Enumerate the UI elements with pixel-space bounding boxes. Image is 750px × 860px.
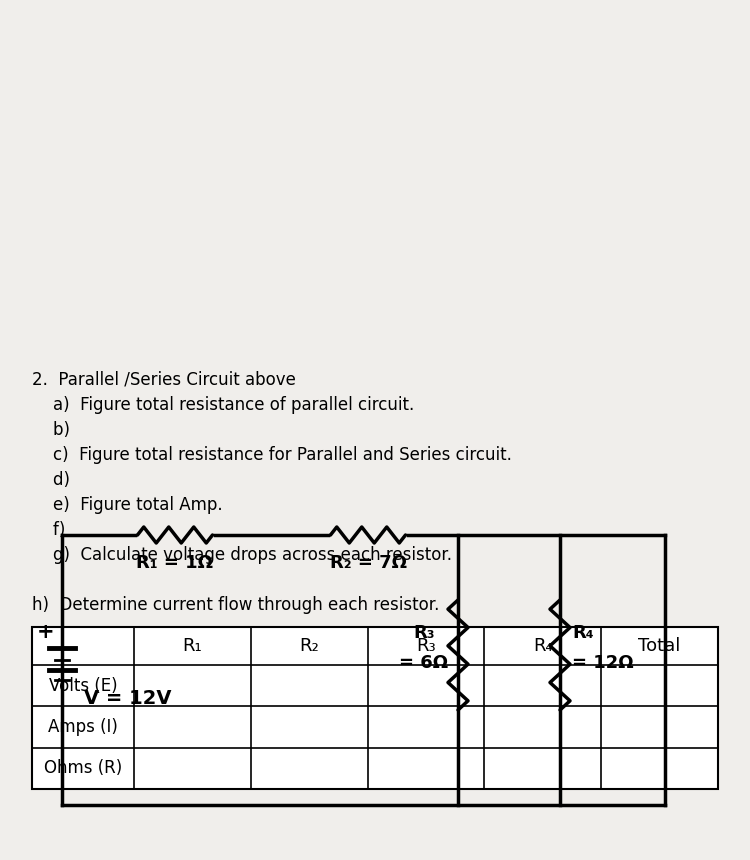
Text: Ohms (R): Ohms (R) (44, 759, 122, 777)
Text: f): f) (32, 521, 65, 539)
Text: h)  Determine current flow through each resistor.: h) Determine current flow through each r… (32, 596, 439, 614)
Text: R₃: R₃ (416, 637, 436, 655)
Text: e)  Figure total Amp.: e) Figure total Amp. (32, 496, 223, 514)
Text: = 12Ω: = 12Ω (572, 654, 634, 672)
Text: a)  Figure total resistance of parallel circuit.: a) Figure total resistance of parallel c… (32, 396, 414, 414)
Text: Volts (E): Volts (E) (49, 677, 117, 695)
Text: R₃: R₃ (413, 624, 435, 642)
Text: V = 12V: V = 12V (84, 689, 172, 708)
Text: d): d) (32, 471, 70, 489)
Text: Total: Total (638, 637, 681, 655)
Text: 2.  Parallel /Series Circuit above: 2. Parallel /Series Circuit above (32, 371, 296, 389)
Text: +: + (38, 622, 55, 642)
Text: b): b) (32, 421, 70, 439)
Text: g)  Calculate voltage drops across each resistor.: g) Calculate voltage drops across each r… (32, 546, 452, 564)
Text: R₂: R₂ (299, 637, 319, 655)
Text: R₁: R₁ (182, 637, 203, 655)
Text: c)  Figure total resistance for Parallel and Series circuit.: c) Figure total resistance for Parallel … (32, 446, 512, 464)
Text: Amps (I): Amps (I) (48, 718, 118, 736)
Bar (32, 627, 718, 789)
Text: R₄: R₄ (533, 637, 553, 655)
Text: = 6Ω: = 6Ω (400, 654, 448, 672)
Text: R₄: R₄ (572, 624, 594, 642)
Text: R₂ = 7Ω: R₂ = 7Ω (329, 554, 406, 572)
Text: R₁ = 1Ω: R₁ = 1Ω (136, 554, 214, 572)
